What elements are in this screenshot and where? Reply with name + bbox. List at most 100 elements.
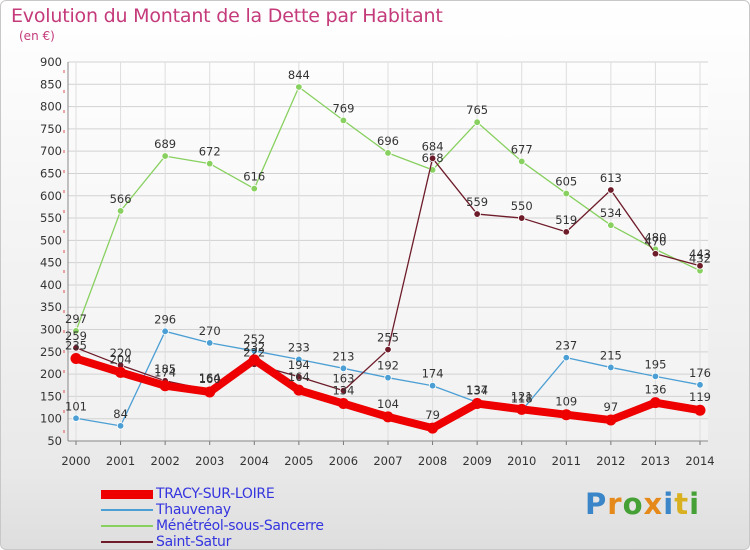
data-point (204, 386, 216, 398)
data-label: 480 (644, 230, 666, 244)
data-point (72, 414, 80, 422)
x-tick-label: 2011 (552, 454, 581, 468)
data-label: 233 (288, 340, 310, 354)
x-tick-label: 2010 (507, 454, 536, 468)
x-tick-label: 2000 (61, 454, 90, 468)
data-label: 192 (377, 359, 399, 373)
data-label: 677 (511, 142, 533, 156)
data-label: 296 (154, 312, 176, 326)
data-label: 220 (110, 346, 132, 360)
y-tick-label: 550 (40, 211, 62, 225)
data-point (339, 364, 348, 373)
data-point (159, 380, 171, 392)
legend-item-menetreol-sous-sancerre[interactable]: Ménétréol-sous-Sancerre (101, 518, 324, 534)
x-tick-label: 2001 (106, 454, 135, 468)
data-label: 566 (110, 192, 132, 206)
data-label: 163 (332, 372, 354, 386)
data-point (518, 157, 526, 166)
legend-item-thauvenay[interactable]: Thauvenay (101, 502, 324, 518)
x-tick-label: 2012 (596, 454, 625, 468)
legend-swatch (101, 509, 153, 511)
data-point (607, 363, 615, 372)
data-label: 119 (689, 390, 711, 404)
data-label: 176 (689, 366, 711, 380)
data-point (473, 118, 481, 126)
logo-letter: P (585, 487, 608, 521)
legend: TRACY-SUR-LOIRE Thauvenay Ménétréol-sous… (101, 486, 324, 549)
data-label: 765 (466, 103, 488, 117)
data-point (115, 366, 127, 378)
data-point (295, 83, 303, 91)
x-tick-label: 2008 (418, 454, 447, 468)
data-point (250, 347, 258, 355)
data-point (428, 154, 437, 163)
data-label: 97 (604, 400, 619, 414)
data-point (562, 228, 570, 236)
data-point (651, 372, 660, 381)
data-label: 235 (65, 339, 87, 353)
data-point (605, 414, 617, 426)
y-tick-label: 750 (40, 122, 62, 136)
y-tick-label: 250 (40, 345, 62, 359)
data-label: 134 (466, 384, 488, 398)
legend-item-saint-satur[interactable]: Saint-Satur (101, 534, 324, 549)
data-label: 84 (113, 407, 128, 421)
data-label: 134 (332, 384, 354, 398)
data-point (384, 345, 392, 354)
y-tick-label: 450 (40, 256, 62, 270)
data-point (72, 327, 80, 335)
y-tick-label: 600 (40, 189, 62, 203)
data-label: 534 (600, 206, 622, 220)
y-tick-label: 850 (40, 77, 62, 91)
data-label: 559 (466, 195, 488, 209)
data-label: 101 (65, 399, 87, 413)
legend-label: Thauvenay (156, 502, 231, 518)
legend-swatch (101, 525, 153, 527)
x-tick-label: 2013 (641, 454, 670, 468)
data-point (471, 398, 483, 410)
data-label: 470 (644, 235, 666, 249)
data-point (382, 411, 394, 423)
data-point (70, 353, 82, 365)
data-label: 232 (243, 340, 265, 354)
data-label: 195 (644, 357, 666, 371)
data-label: 270 (199, 324, 221, 338)
logo-letter: r (607, 487, 623, 521)
data-point (295, 373, 303, 381)
legend-item-tracy-sur-loire[interactable]: TRACY-SUR-LOIRE (101, 486, 324, 502)
y-tick-label: 650 (40, 166, 62, 180)
data-label: 769 (332, 101, 354, 115)
legend-label: TRACY-SUR-LOIRE (156, 486, 275, 502)
data-point (293, 384, 305, 396)
data-point (562, 189, 570, 198)
x-tick-label: 2014 (685, 454, 714, 468)
data-point (607, 186, 615, 194)
legend-swatch (101, 541, 153, 543)
data-point (161, 327, 169, 336)
data-label: 121 (511, 389, 533, 403)
data-label: 689 (154, 137, 176, 151)
data-point (248, 354, 260, 366)
legend-swatch (101, 489, 153, 499)
data-label: 259 (65, 329, 87, 343)
data-point (607, 221, 615, 229)
data-label: 613 (600, 171, 622, 185)
data-label: 160 (199, 372, 221, 386)
y-tick-label: 50 (47, 434, 62, 448)
data-point (116, 422, 125, 430)
x-tick-label: 2004 (240, 454, 269, 468)
data-point (562, 353, 570, 362)
data-label: 204 (110, 352, 132, 366)
data-label: 443 (689, 247, 711, 261)
data-point (518, 214, 526, 222)
data-point (428, 382, 437, 390)
x-tick-label: 2003 (195, 454, 224, 468)
y-tick-label: 150 (40, 389, 62, 403)
data-label: 185 (154, 362, 176, 376)
data-label: 605 (555, 175, 577, 189)
data-label: 519 (555, 213, 577, 227)
y-tick-label: 800 (40, 100, 62, 114)
logo-letter: o (622, 487, 644, 521)
data-label: 215 (600, 348, 622, 362)
